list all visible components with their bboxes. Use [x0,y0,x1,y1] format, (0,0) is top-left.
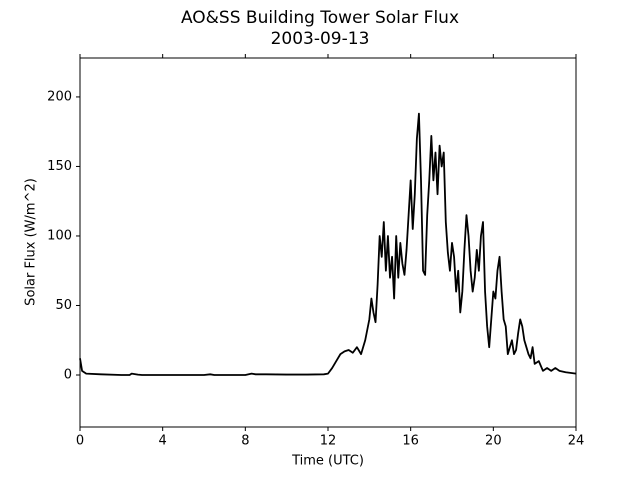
y-axis-label: Solar Flux (W/m^2) [24,178,39,306]
x-axis-label: Time (UTC) [291,454,364,469]
y-tick-label: 200 [47,89,72,104]
x-tick-label: 8 [241,434,249,449]
x-tick-label: 0 [76,434,84,449]
data-line [79,112,577,376]
y-tick-label: 50 [55,298,72,313]
chart-subtitle: 2003-09-13 [271,29,370,49]
x-tick-label: 24 [568,434,585,449]
y-tick-label: 0 [64,368,72,383]
chart-title: AO&SS Building Tower Solar Flux [181,8,459,28]
x-tick-label: 4 [159,434,167,449]
y-tick-label: 150 [47,159,72,174]
y-tick-label: 100 [47,228,72,243]
x-tick-label: 16 [402,434,419,449]
plot-frame [79,57,577,428]
x-tick-label: 20 [485,434,502,449]
x-tick-label: 12 [320,434,337,449]
